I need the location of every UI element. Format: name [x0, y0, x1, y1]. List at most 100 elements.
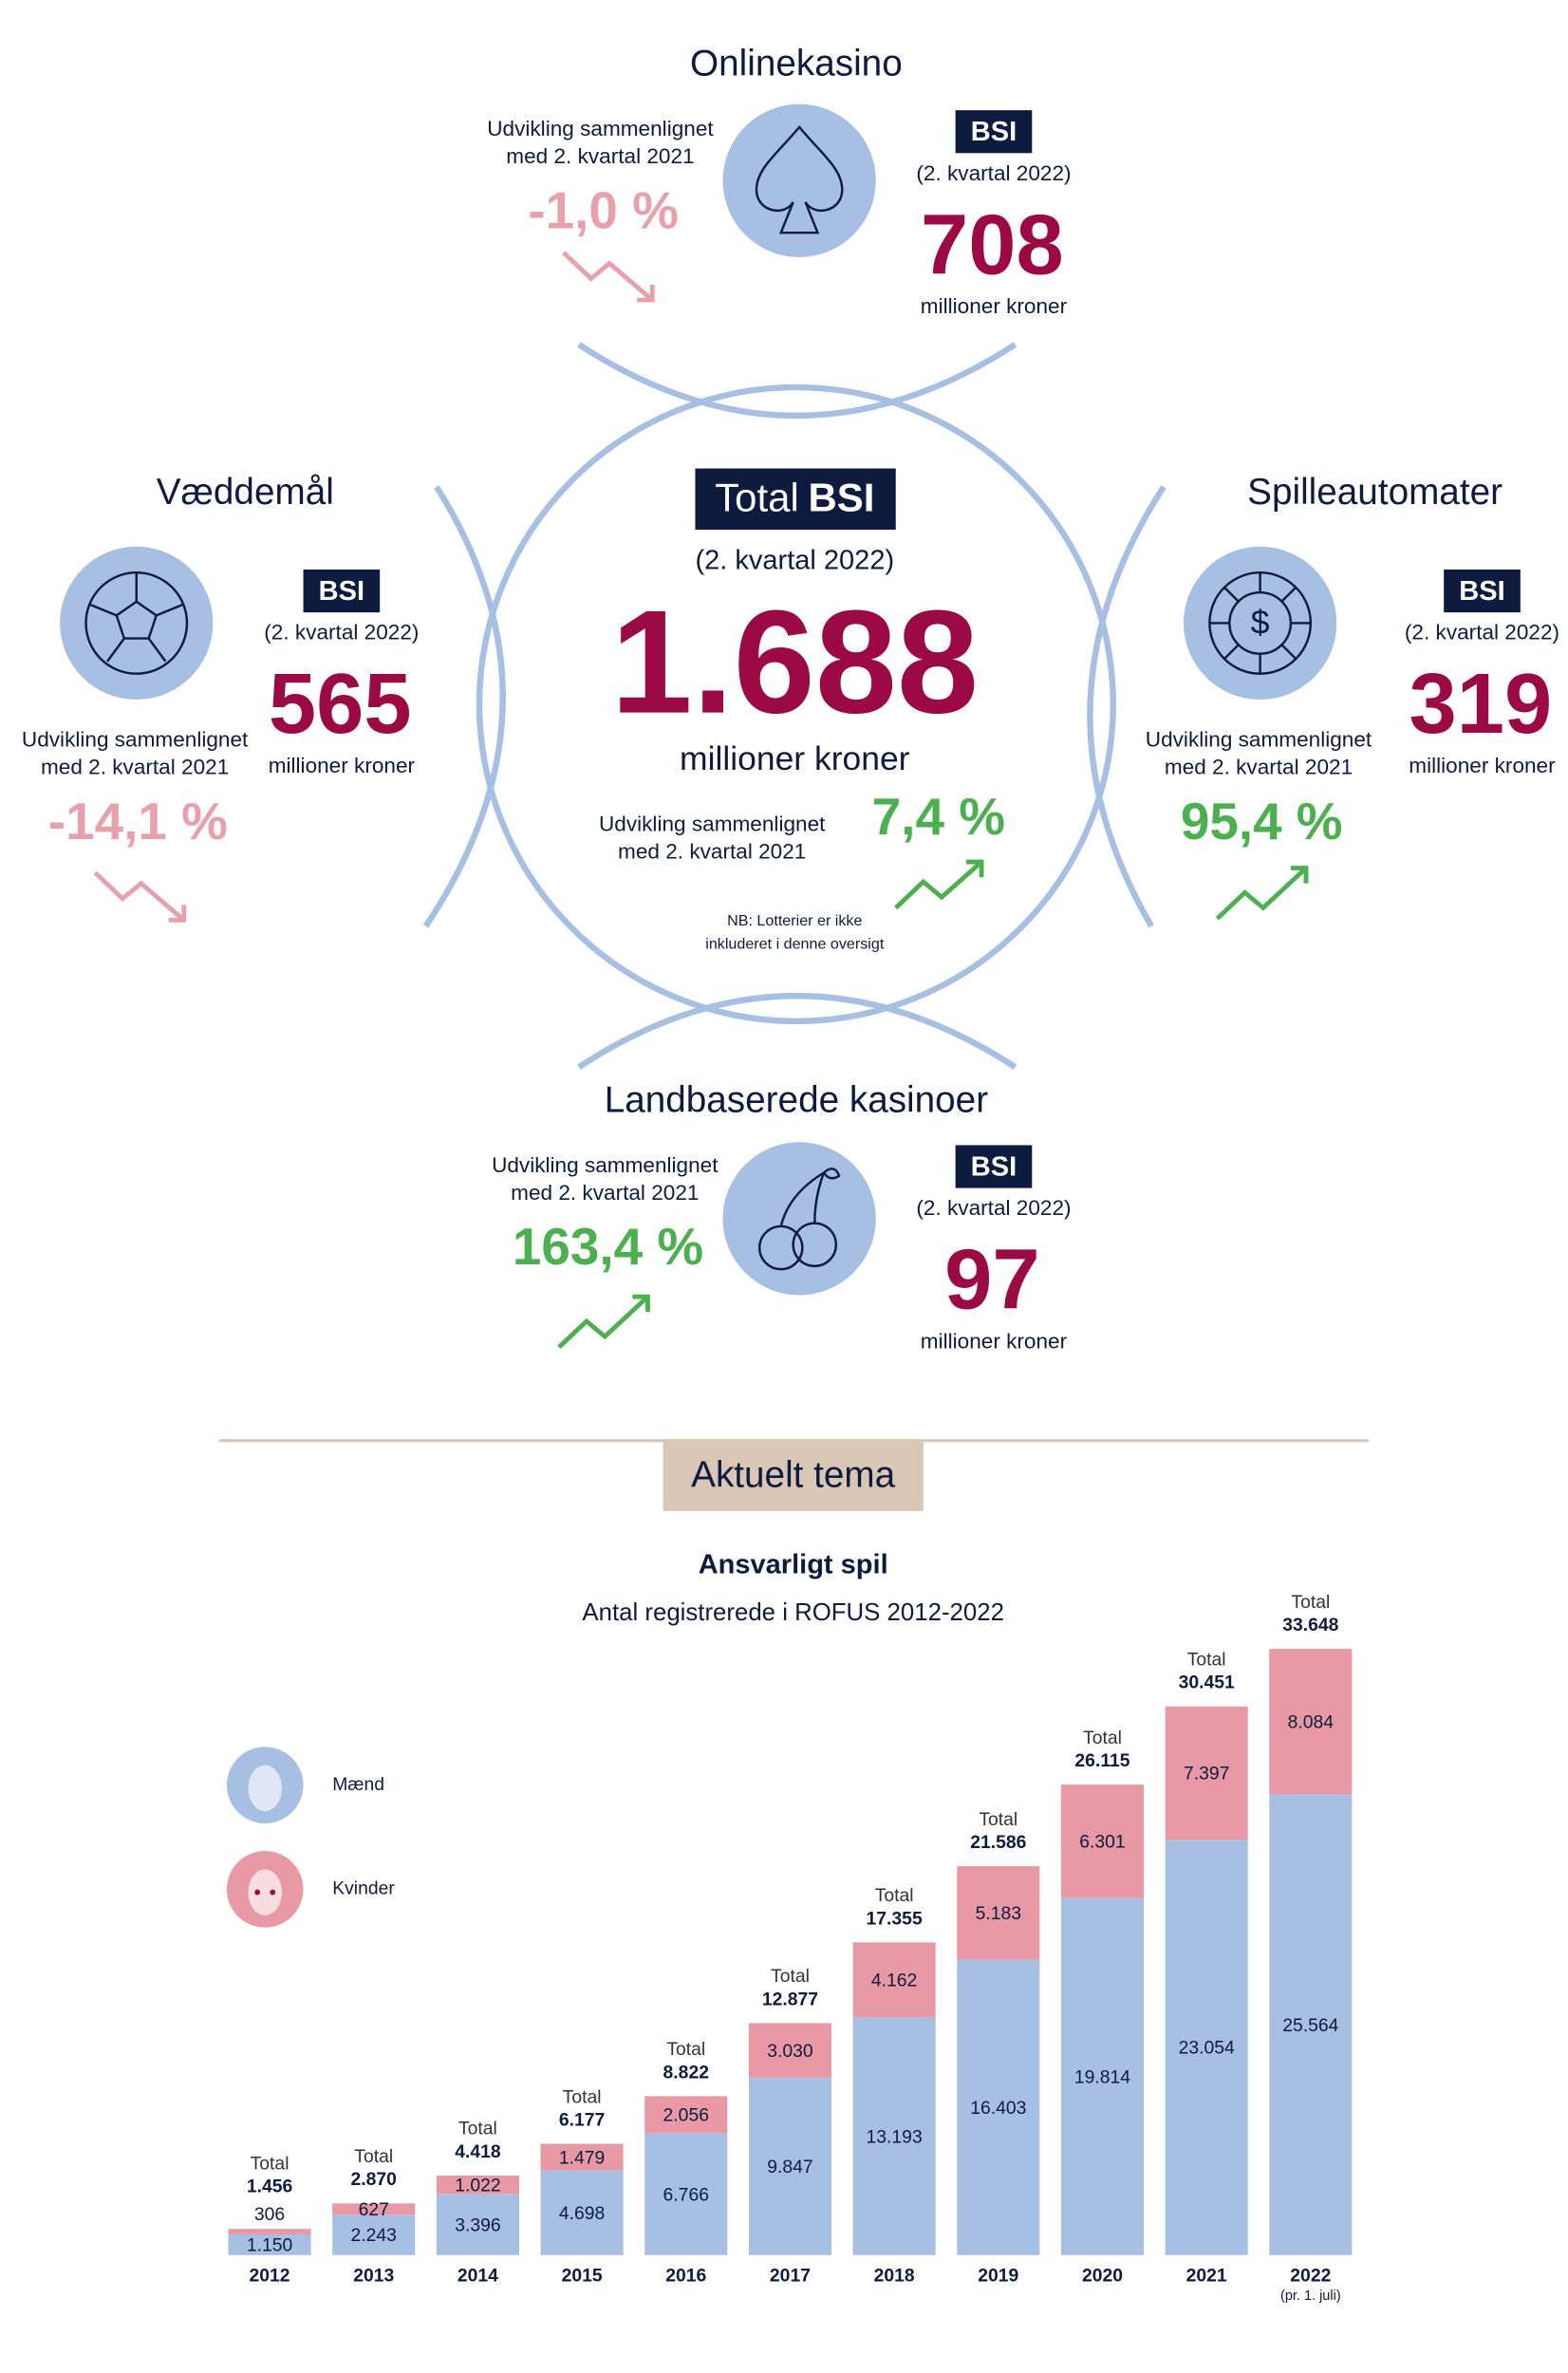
unit: millioner kroner [269, 754, 416, 777]
value-label: 1.150 [247, 2235, 292, 2256]
total-label: Total [251, 2154, 289, 2175]
bar-segment [436, 2175, 519, 2195]
bar-segment [1060, 1897, 1145, 2255]
segment-title: Væddemål [157, 472, 334, 513]
value-label: 4.698 [559, 2203, 605, 2224]
change-label: med 2. kvartal 2021 [506, 144, 694, 168]
total-value: 1.688 [611, 580, 979, 744]
change-label: med 2. kvartal 2021 [511, 1181, 699, 1205]
total-label: Total [1187, 1650, 1226, 1671]
bar-segment [644, 2096, 728, 2134]
total-value: 21.586 [970, 1832, 1026, 1853]
bsi-badge-label: BSI [971, 117, 1017, 147]
change-label: med 2. kvartal 2021 [41, 756, 229, 779]
arrow-down [93, 870, 187, 923]
bsi-value: 97 [944, 1232, 1039, 1328]
arrow-up [1215, 866, 1309, 921]
segment-title: Onlinekasino [690, 44, 903, 84]
bar-segment [644, 2133, 728, 2255]
value-label: 6.766 [663, 2184, 709, 2205]
bsi-value: 708 [921, 196, 1064, 292]
change-value: 95,4 % [1181, 792, 1343, 850]
value-label: 2.243 [351, 2225, 397, 2246]
period: (2. kvartal 2022) [916, 1196, 1071, 1220]
arc [577, 342, 1017, 419]
total-value: 1.456 [247, 2177, 293, 2197]
x-tick-label: 2017 [770, 2265, 811, 2286]
x-tick-label: 2018 [874, 2265, 915, 2286]
total-label: Total [1291, 1592, 1330, 1613]
section-title: Aktuelt tema [691, 1455, 896, 1496]
unit: millioner kroner [1409, 754, 1556, 777]
bar-segment [1269, 1794, 1353, 2255]
x-tick-label: 2013 [353, 2265, 394, 2286]
total-label: Total [1083, 1728, 1122, 1748]
bar-segment [1269, 1649, 1353, 1795]
value-label: 3.030 [767, 2041, 812, 2062]
change-label: Udvikling sammenlignet [487, 117, 714, 140]
x-tick-label: 2020 [1082, 2265, 1123, 2286]
x-tick-label: 2015 [562, 2265, 603, 2286]
change-value: -1,0 % [528, 180, 678, 239]
period: (2. kvartal 2022) [1405, 621, 1559, 645]
bsi-badge [955, 1145, 1033, 1188]
x-tick-label: 2014 [457, 2265, 498, 2286]
legend-label: Kvinder [332, 1878, 395, 1898]
bsi-value: 319 [1409, 656, 1553, 752]
bar-segment [436, 2194, 519, 2255]
x-tick-label: 2012 [250, 2265, 290, 2286]
bar-segment [748, 2077, 831, 2255]
total-label: Total [666, 2039, 705, 2060]
bsi-badge-label: BSI [1459, 576, 1504, 607]
value-label: 627 [359, 2199, 389, 2220]
center-circle [476, 383, 1116, 1025]
bar-segment [540, 2143, 624, 2171]
x-tick-label: 2016 [665, 2265, 706, 2286]
arc [422, 485, 506, 928]
frame-arcs [422, 342, 1167, 1070]
total-title-bold: BSI [808, 475, 874, 519]
bar-segment [852, 2017, 936, 2255]
bar-segment [228, 2229, 311, 2234]
bar-segment [957, 1866, 1040, 1960]
section-badge [663, 1442, 924, 1511]
legend-icons [226, 1747, 304, 1928]
value-label: 25.564 [1282, 2015, 1338, 2036]
value-label: 6.301 [1079, 1832, 1125, 1853]
chart-title: Ansvarligt spil [699, 1550, 888, 1580]
segment-title: Landbaserede kasinoer [605, 1080, 988, 1121]
total-change: 7,4 % [872, 787, 1005, 846]
value-label: 13.193 [867, 2126, 923, 2147]
bar-segment [748, 2023, 831, 2078]
total-label: Total [771, 1966, 810, 1987]
value-label: 9.847 [767, 2157, 812, 2177]
change-value: 163,4 % [513, 1217, 703, 1276]
period: (2. kvartal 2022) [264, 621, 419, 645]
x-tick-label: 2022 [1290, 2265, 1331, 2286]
value-label: 1.479 [559, 2147, 605, 2168]
total-value: 2.870 [351, 2169, 397, 2190]
change-label: Udvikling sammenlignet [1146, 728, 1372, 752]
bar-segment [228, 2233, 311, 2255]
total-label: Total [563, 2086, 602, 2107]
total-change-label: med 2. kvartal 2021 [618, 839, 806, 863]
value-label: 5.183 [976, 1903, 1021, 1924]
unit: millioner kroner [921, 294, 1068, 318]
unit: millioner kroner [921, 1329, 1068, 1353]
total-label: Total [354, 2146, 393, 2167]
change-label: Udvikling sammenlignet [492, 1153, 719, 1177]
bar-segment [1060, 1784, 1145, 1898]
bar-segment [1165, 1706, 1248, 1840]
arrow-down [562, 251, 655, 303]
icon-football [60, 546, 214, 701]
total-value: 8.822 [663, 2062, 709, 2083]
value-label: 4.162 [871, 1971, 917, 1991]
total-change-label: Udvikling sammenlignet [599, 812, 826, 835]
total-title: Total BSI [715, 475, 874, 519]
value-label: 8.084 [1288, 1712, 1335, 1733]
total-value: 33.648 [1282, 1615, 1338, 1635]
total-note: NB: Lotterier er ikke [727, 912, 862, 929]
value-label: 1.022 [455, 2175, 500, 2195]
arrow-up [557, 1294, 650, 1350]
